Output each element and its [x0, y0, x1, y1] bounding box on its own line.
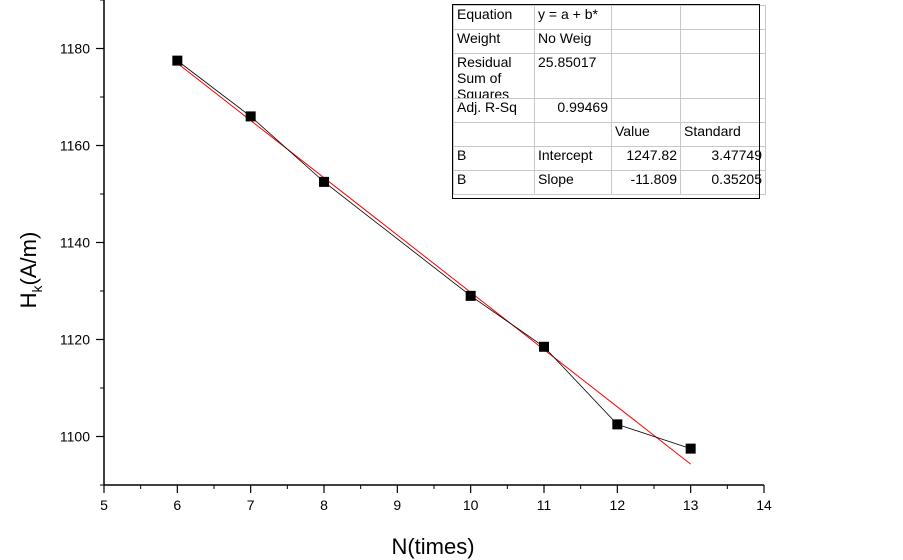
- fit-equation-value: y = a + b*: [534, 5, 612, 30]
- fit-row-name: Slope: [534, 170, 612, 195]
- fit-row-standard: 0.35205: [680, 170, 766, 195]
- fit-adjr-value: 0.99469: [534, 98, 612, 123]
- fit-table-row-rss: Residual Sum of Squares 25.85017: [453, 53, 766, 99]
- fit-table-row-intercept: B Intercept 1247.82 3.47749: [453, 146, 766, 171]
- fit-rss-label-cell: Residual Sum of Squares: [453, 53, 535, 99]
- data-point-marker: [465, 290, 476, 301]
- data-point-marker: [612, 419, 623, 430]
- fit-adjr-label: Adj. R-Sq: [453, 98, 535, 123]
- x-tick-label: 9: [393, 497, 401, 513]
- fit-table-empty-cell: [680, 29, 766, 54]
- linear-fit-line: [177, 62, 691, 465]
- fit-line: [177, 62, 691, 465]
- y-axis-title-subscript: k: [29, 284, 45, 292]
- y-axis-ticks: 1100 1120 1140 1160 1180: [60, 0, 104, 486]
- y-tick-label: 1100: [60, 429, 90, 445]
- y-axis-title-rest: (A/m): [16, 232, 41, 286]
- data-point-marker: [319, 176, 329, 187]
- fit-results-table: Equation y = a + b* Weight No Weig Resid…: [453, 5, 766, 195]
- fit-row-name: Intercept: [534, 146, 612, 171]
- x-axis-title: N(times): [391, 534, 474, 559]
- data-point-marker: [539, 341, 549, 352]
- data-point-marker: [685, 443, 696, 454]
- fit-value-header: Value: [611, 122, 681, 147]
- fit-table-row-headers: Value Standard: [453, 122, 766, 147]
- x-tick-label: 6: [173, 497, 181, 513]
- fit-equation-label: Equation: [453, 5, 535, 30]
- fit-table-empty-cell: [680, 53, 766, 99]
- y-axis-title: Hk(A/m): [16, 232, 45, 309]
- x-tick-label: 8: [320, 497, 328, 513]
- x-tick-label: 10: [463, 497, 479, 513]
- fit-table-empty-cell: [611, 98, 681, 123]
- fit-row-value: -11.809: [611, 170, 681, 195]
- fit-table-row-weight: Weight No Weig: [453, 29, 766, 54]
- y-tick-label: 1120: [60, 332, 90, 348]
- x-tick-label: 13: [683, 497, 699, 513]
- data-point-marker: [172, 55, 183, 66]
- fit-table-empty-cell: [611, 29, 681, 54]
- y-tick-label: 1160: [60, 138, 90, 154]
- x-tick-label: 14: [756, 497, 772, 513]
- fit-rss-label: Residual Sum of Squares: [457, 54, 512, 98]
- fit-table-empty-cell: [611, 53, 681, 99]
- data-series-points: [172, 55, 696, 454]
- fit-row-standard: 3.47749: [680, 146, 766, 171]
- x-tick-label: 5: [100, 497, 108, 513]
- x-axis-ticks: 5 6 7 8 9 10 11 12 13 14: [100, 485, 772, 513]
- fit-table-empty-cell: [680, 98, 766, 123]
- x-tick-label: 7: [247, 497, 255, 513]
- fit-table-empty-cell: [453, 122, 535, 147]
- fit-weight-label: Weight: [453, 29, 535, 54]
- fit-table-row-slope: B Slope -11.809 0.35205: [453, 170, 766, 195]
- fit-standard-header: Standard: [680, 122, 766, 147]
- fit-table-empty-cell: [680, 5, 766, 30]
- fit-rss-value: 25.85017: [534, 53, 612, 99]
- fit-table-empty-cell: [534, 122, 612, 147]
- fit-weight-value: No Weig: [534, 29, 612, 54]
- fit-row-group: B: [453, 170, 535, 195]
- fit-row-value: 1247.82: [611, 146, 681, 171]
- fit-table-row-adjr: Adj. R-Sq 0.99469: [453, 98, 766, 123]
- x-tick-label: 11: [537, 497, 552, 513]
- y-tick-label: 1140: [60, 235, 90, 251]
- y-axis-title-main: H: [16, 292, 41, 308]
- x-tick-label: 12: [610, 497, 626, 513]
- y-tick-label: 1180: [60, 41, 90, 57]
- fit-table-empty-cell: [611, 5, 681, 30]
- fit-table-row-equation: Equation y = a + b*: [453, 5, 766, 30]
- data-point-marker: [245, 111, 256, 122]
- fit-row-group: B: [453, 146, 535, 171]
